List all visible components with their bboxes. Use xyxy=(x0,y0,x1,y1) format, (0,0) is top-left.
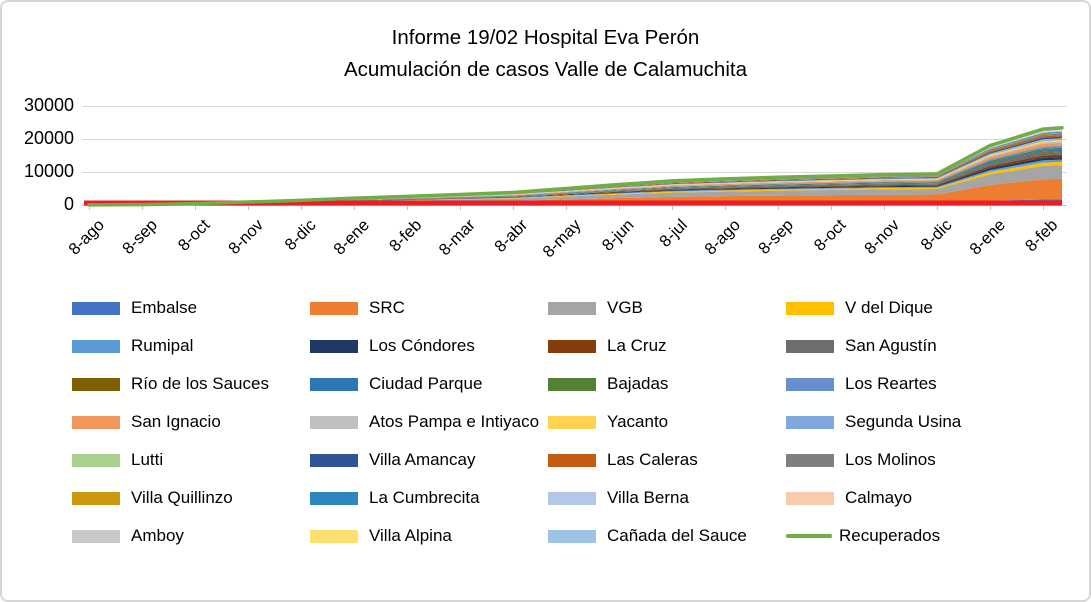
legend-label: Villa Quillinzo xyxy=(131,488,233,507)
legend-item-calmayo: Calmayo xyxy=(786,484,1031,512)
legend-item-segunda-usina: Segunda Usina xyxy=(786,408,1031,436)
area-series-src xyxy=(89,178,1062,205)
legend-label: Segunda Usina xyxy=(845,412,962,431)
legend-label: Las Caleras xyxy=(607,450,698,469)
legend-color-swatch-icon xyxy=(786,415,834,429)
legend-item-lutti: Lutti xyxy=(72,446,310,474)
chart-legend: Embalse SRC VGB V del Dique Rumipal Los Cóndo… xyxy=(72,294,1031,550)
legend-item-src: SRC xyxy=(310,294,548,322)
legend-item-la-cumbrecita: La Cumbrecita xyxy=(310,484,548,512)
legend-item-v-del-dique: V del Dique xyxy=(786,294,1031,322)
chart-title-line1: Informe 19/02 Hospital Eva Perón xyxy=(391,26,700,49)
legend-color-swatch-icon xyxy=(786,377,834,391)
legend-label: La Cruz xyxy=(607,336,667,355)
legend-color-swatch-icon xyxy=(72,453,120,467)
legend-item-rio-de-los-sauces: Río de los Sauces xyxy=(72,370,310,398)
legend-label: Embalse xyxy=(131,298,198,317)
legend-color-swatch-icon xyxy=(786,301,834,315)
legend-color-swatch-icon xyxy=(548,339,596,353)
legend-item-los-molinos: Los Molinos xyxy=(786,446,1031,474)
legend-label: Cañada del Sauce xyxy=(607,526,747,545)
legend-color-swatch-icon xyxy=(548,529,596,543)
legend-item-los-condores: Los Cóndores xyxy=(310,332,548,360)
legend-color-swatch-icon xyxy=(310,491,358,505)
legend-color-swatch-icon xyxy=(72,377,120,391)
legend-label: Villa Berna xyxy=(607,488,689,507)
legend-color-swatch-icon xyxy=(548,301,596,315)
legend-color-swatch-icon xyxy=(786,339,834,353)
legend-item-yacanto: Yacanto xyxy=(548,408,786,436)
legend-label: Ciudad Parque xyxy=(369,374,483,393)
legend-color-swatch-icon xyxy=(72,415,120,429)
legend-item-villa-amancay: Villa Amancay xyxy=(310,446,548,474)
legend-color-swatch-icon xyxy=(310,415,358,429)
legend-color-swatch-icon xyxy=(310,301,358,315)
legend-item-ciudad-parque: Ciudad Parque xyxy=(310,370,548,398)
legend-label: Amboy xyxy=(131,526,184,545)
legend-label: Los Reartes xyxy=(845,374,937,393)
legend-item-san-ignacio: San Ignacio xyxy=(72,408,310,436)
legend-item-vgb: VGB xyxy=(548,294,786,322)
legend-label: Río de los Sauces xyxy=(131,374,269,393)
legend-color-swatch-icon xyxy=(310,529,358,543)
legend-label: Recuperados xyxy=(839,526,941,545)
legend-color-swatch-icon xyxy=(548,415,596,429)
legend-item-embalse: Embalse xyxy=(72,294,310,322)
legend-label: Yacanto xyxy=(607,412,669,431)
legend-item-atos-pampa-e-intiyaco: Atos Pampa e Intiyaco xyxy=(310,408,548,436)
legend-color-swatch-icon xyxy=(786,491,834,505)
y-tick-label: 0 xyxy=(63,194,74,214)
legend-item-villa-quillinzo: Villa Quillinzo xyxy=(72,484,310,512)
legend-item-la-cruz: La Cruz xyxy=(548,332,786,360)
legend-label: San Agustín xyxy=(845,336,937,355)
legend-color-swatch-icon xyxy=(310,453,358,467)
legend-color-swatch-icon xyxy=(310,339,358,353)
legend-item-rumipal: Rumipal xyxy=(72,332,310,360)
legend-color-swatch-icon xyxy=(310,377,358,391)
legend-color-swatch-icon xyxy=(72,529,120,543)
legend-item-canada-del-sauce: Cañada del Sauce xyxy=(548,522,786,550)
legend-label: Villa Amancay xyxy=(369,450,476,469)
legend-color-swatch-icon xyxy=(72,301,120,315)
legend-label: Los Molinos xyxy=(845,450,936,469)
legend-label: Bajadas xyxy=(607,374,669,393)
legend-label: Atos Pampa e Intiyaco xyxy=(369,412,540,431)
legend-label: V del Dique xyxy=(845,298,933,317)
legend-item-san-agustin: San Agustín xyxy=(786,332,1031,360)
legend-line-swatch-icon xyxy=(786,534,832,538)
legend-label: SRC xyxy=(369,298,405,317)
legend-label: La Cumbrecita xyxy=(369,488,480,507)
legend-color-swatch-icon xyxy=(72,491,120,505)
legend-item-amboy: Amboy xyxy=(72,522,310,550)
y-tick-label: 10000 xyxy=(23,161,74,181)
legend-item-recuperados: Recuperados xyxy=(786,522,1031,550)
legend-item-villa-berna: Villa Berna xyxy=(548,484,786,512)
legend-label: San Ignacio xyxy=(131,412,221,431)
legend-item-las-caleras: Las Caleras xyxy=(548,446,786,474)
chart-title: Informe 19/02 Hospital Eva Perón Acumula… xyxy=(2,22,1089,86)
y-tick-label: 20000 xyxy=(23,128,74,148)
y-tick-label: 30000 xyxy=(23,95,74,115)
legend-label: Villa Alpina xyxy=(369,526,452,545)
legend-color-swatch-icon xyxy=(548,377,596,391)
legend-item-los-reartes: Los Reartes xyxy=(786,370,1031,398)
line-series-recuperados xyxy=(87,126,1064,207)
legend-label: Los Cóndores xyxy=(369,336,475,355)
legend-label: VGB xyxy=(607,298,643,317)
legend-item-bajadas: Bajadas xyxy=(548,370,786,398)
legend-color-swatch-icon xyxy=(548,491,596,505)
legend-color-swatch-icon xyxy=(548,453,596,467)
legend-color-swatch-icon xyxy=(786,453,834,467)
legend-label: Lutti xyxy=(131,450,164,469)
legend-color-swatch-icon xyxy=(72,339,120,353)
area-series-vgb xyxy=(89,165,1062,205)
legend-item-villa-alpina: Villa Alpina xyxy=(310,522,548,550)
chart-title-line2: Acumulación de casos Valle de Calamuchit… xyxy=(343,57,747,81)
legend-label: Calmayo xyxy=(845,488,913,507)
legend-label: Rumipal xyxy=(131,336,194,355)
